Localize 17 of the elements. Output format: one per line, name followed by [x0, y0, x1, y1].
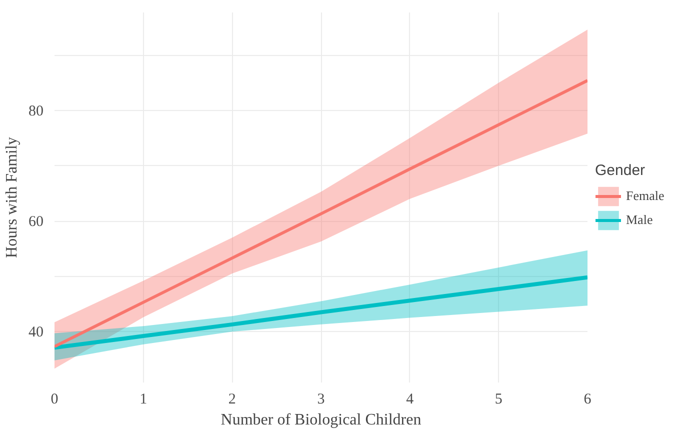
x-tick-label: 5 [494, 392, 502, 408]
y-tick-label: 40 [28, 324, 44, 341]
legend-label: Female [626, 188, 664, 204]
x-tick-label: 6 [584, 392, 592, 408]
x-tick-label: 3 [317, 392, 325, 408]
x-tick-label: 0 [50, 392, 58, 408]
legend-title: Gender [595, 162, 646, 179]
x-tick-label: 2 [228, 392, 236, 408]
y-tick-label: 60 [28, 214, 44, 230]
line-series [54, 275, 588, 350]
x-tick-label: 4 [406, 392, 414, 408]
x-tick-label: 1 [140, 392, 148, 408]
legend-label: Male [626, 212, 653, 228]
line-series [54, 79, 588, 348]
y-axis-title: Hours with Family [4, 137, 20, 258]
y-tick-label: 80 [28, 103, 44, 120]
x-axis-title: Number of Biological Children [220, 412, 422, 428]
